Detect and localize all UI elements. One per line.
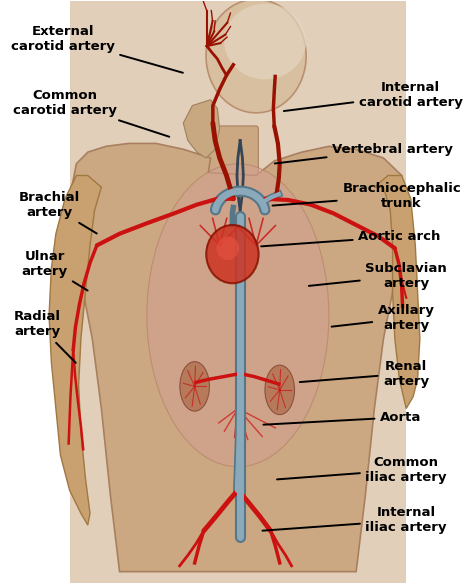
Text: Axillary
artery: Axillary artery bbox=[332, 304, 435, 332]
Polygon shape bbox=[374, 175, 420, 409]
Text: External
carotid artery: External carotid artery bbox=[11, 25, 183, 73]
Text: Vertebral artery: Vertebral artery bbox=[275, 142, 453, 164]
Bar bbox=[70, 1, 406, 583]
Ellipse shape bbox=[224, 4, 306, 79]
Text: Brachiocephalic
trunk: Brachiocephalic trunk bbox=[273, 182, 461, 210]
Text: Subclavian
artery: Subclavian artery bbox=[309, 262, 447, 290]
Polygon shape bbox=[70, 144, 406, 572]
Ellipse shape bbox=[180, 361, 210, 411]
Text: Internal
carotid artery: Internal carotid artery bbox=[284, 81, 463, 111]
Polygon shape bbox=[49, 175, 101, 525]
Text: Common
carotid artery: Common carotid artery bbox=[13, 89, 169, 137]
FancyBboxPatch shape bbox=[206, 126, 258, 175]
Text: Aortic arch: Aortic arch bbox=[261, 230, 440, 246]
Text: Radial
artery: Radial artery bbox=[14, 310, 76, 363]
Ellipse shape bbox=[206, 0, 306, 113]
Text: Internal
iliac artery: Internal iliac artery bbox=[263, 506, 447, 534]
Text: Common
iliac artery: Common iliac artery bbox=[277, 456, 447, 484]
Text: Brachial
artery: Brachial artery bbox=[18, 190, 97, 234]
Text: Aorta: Aorta bbox=[264, 411, 421, 425]
Ellipse shape bbox=[206, 225, 259, 283]
Text: Renal
artery: Renal artery bbox=[300, 360, 429, 388]
Ellipse shape bbox=[147, 164, 329, 467]
Ellipse shape bbox=[265, 365, 294, 415]
Polygon shape bbox=[183, 100, 219, 158]
Text: Ulnar
artery: Ulnar artery bbox=[21, 250, 88, 291]
Ellipse shape bbox=[217, 237, 239, 260]
